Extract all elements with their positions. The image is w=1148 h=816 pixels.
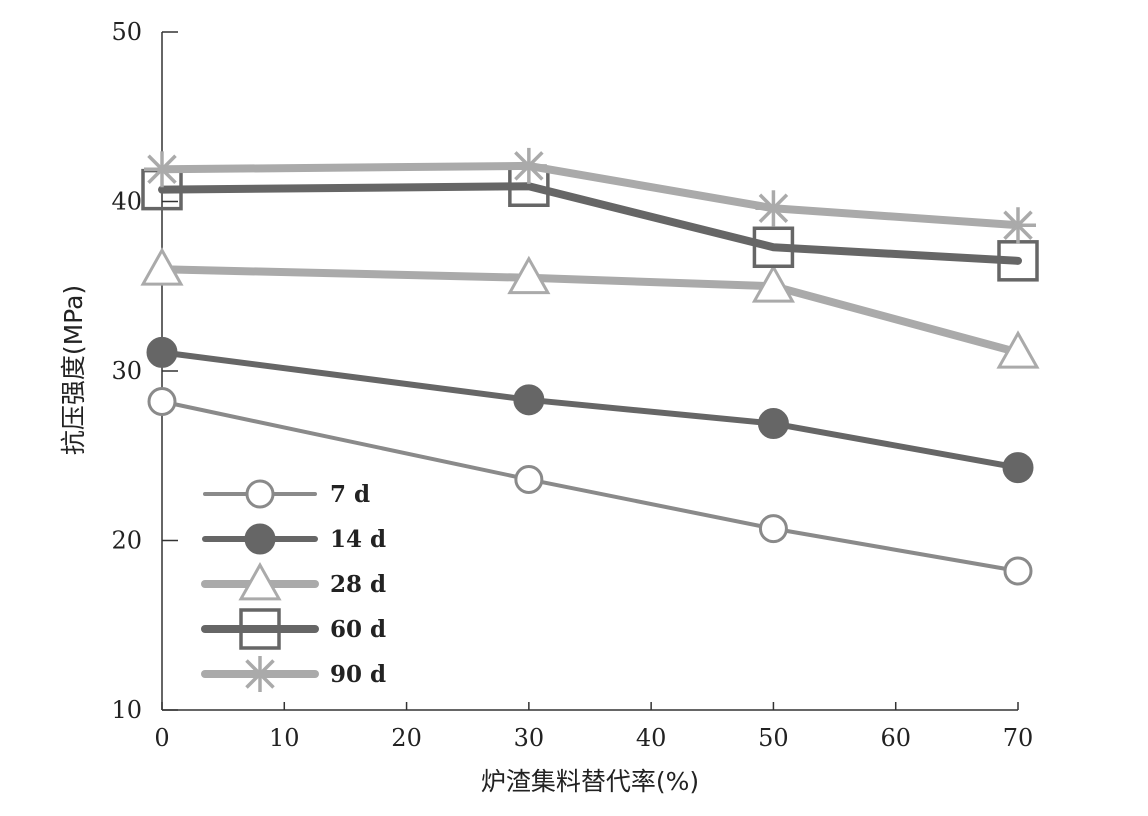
legend-marker-90d: [242, 656, 278, 692]
legend-label-14d: 14 d: [330, 526, 386, 553]
data-point-90d: [144, 151, 180, 188]
data-point-14d: [757, 408, 789, 440]
series-line-60d: [158, 182, 1022, 265]
legend-label-90d: 90 d: [330, 661, 386, 688]
data-point-90d: [755, 190, 792, 227]
y-tick-label: 50: [111, 18, 142, 46]
y-tick-label: 40: [111, 188, 142, 216]
legend-item-90d: 90 d: [201, 656, 386, 692]
legend-label-7d: 7 d: [330, 481, 370, 508]
x-axis-label: 炉渣集料替代率(%): [481, 767, 699, 796]
x-tick-label: 50: [758, 724, 789, 752]
series-line-28d: [158, 265, 1022, 357]
series-line-7d: [160, 399, 1020, 574]
y-tick-label: 30: [111, 357, 142, 385]
legend-marker-7d: [245, 479, 275, 509]
axes: 10 20 30 40 50 0 10 20 30 40 50 60 70: [111, 18, 1033, 752]
series-60d: [141, 165, 1039, 282]
data-point-14d: [146, 336, 178, 368]
legend: 7 d 14 d 28 d 60 d 90 d: [201, 479, 386, 692]
data-point-28d: [140, 247, 184, 286]
y-tick-label: 20: [111, 527, 142, 555]
series-14d: [146, 336, 1034, 484]
data-point-28d: [751, 264, 795, 303]
x-tick-label: 20: [391, 724, 422, 752]
data-point-90d: [1000, 207, 1036, 244]
data-point-14d: [513, 384, 545, 416]
data-point-7d: [758, 514, 788, 544]
legend-label-60d: 60 d: [330, 616, 386, 643]
data-point-7d: [147, 387, 177, 417]
legend-label-28d: 28 d: [330, 571, 386, 598]
series-line-90d: [158, 161, 1022, 230]
legend-marker-28d: [238, 561, 282, 601]
legend-item-28d: 28 d: [201, 561, 386, 601]
series-7d: [147, 387, 1033, 586]
x-tick-label: 40: [636, 724, 667, 752]
legend-marker-14d: [244, 523, 276, 555]
data-point-28d: [996, 330, 1040, 369]
legend-marker-60d: [239, 608, 281, 650]
x-tick-label: 60: [880, 724, 911, 752]
x-tick-label: 70: [1003, 724, 1034, 752]
legend-item-7d: 7 d: [203, 479, 370, 509]
series-layer: [140, 147, 1040, 586]
legend-item-60d: 60 d: [201, 608, 386, 650]
data-point-7d: [1003, 556, 1033, 586]
series-90d: [144, 147, 1036, 244]
data-point-14d: [1002, 452, 1034, 484]
series-line-14d: [159, 349, 1021, 471]
legend-item-14d: 14 d: [202, 523, 386, 555]
y-tick-label: 10: [111, 696, 142, 724]
data-point-90d: [510, 147, 547, 184]
data-point-60d: [752, 226, 795, 269]
x-tick-label: 0: [154, 724, 169, 752]
y-axis-label: 抗压强度(MPa): [59, 285, 88, 455]
data-point-28d: [507, 255, 551, 295]
data-point-7d: [514, 464, 544, 494]
series-28d: [140, 247, 1040, 369]
x-tick-label: 30: [514, 724, 545, 752]
x-tick-label: 10: [269, 724, 300, 752]
